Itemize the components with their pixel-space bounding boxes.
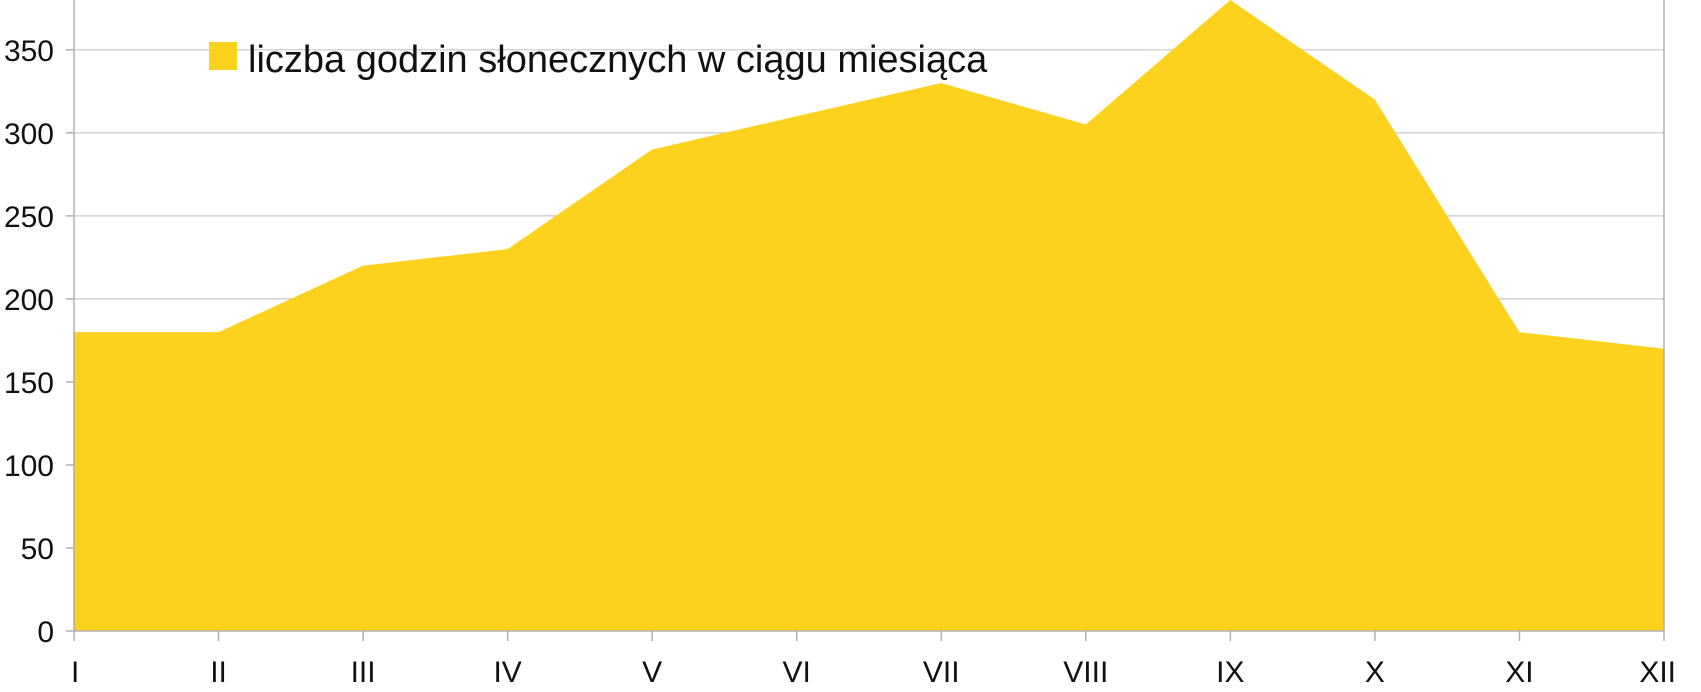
x-tick-label-I: I <box>71 656 79 689</box>
x-tick-label-IX: IX <box>1216 656 1244 689</box>
x-tick-label-IV: IV <box>493 656 521 689</box>
y-tick-label-350: 350 <box>4 35 54 68</box>
data-point-III <box>362 265 364 267</box>
y-tick-label-250: 250 <box>4 201 54 234</box>
y-tick-label-200: 200 <box>4 284 54 317</box>
x-tick-label-II: II <box>210 656 227 689</box>
y-tick-label-150: 150 <box>4 367 54 400</box>
x-tick-label-V: V <box>642 656 662 689</box>
legend-swatch <box>209 42 237 70</box>
data-point-VI <box>796 115 798 117</box>
axes <box>66 0 1665 641</box>
y-tick-label-50: 50 <box>21 533 54 566</box>
x-tick-label-X: X <box>1365 656 1385 689</box>
x-axis-tick-labels: I II III IV V VI VII VIII IX X XI XII <box>71 656 1676 689</box>
y-axis-tick-labels: 0 50 100 150 200 250 300 350 <box>4 35 54 649</box>
x-tick-label-III: III <box>351 656 376 689</box>
y-tick-label-100: 100 <box>4 450 54 483</box>
data-point-IV <box>507 248 509 250</box>
legend-label: liczba godzin słonecznych w ciągu miesią… <box>248 39 988 81</box>
data-point-X <box>1374 99 1376 101</box>
x-tick-label-XI: XI <box>1505 656 1533 689</box>
data-point-XI <box>1518 331 1520 333</box>
x-tick-label-VII: VII <box>923 656 960 689</box>
y-tick-label-300: 300 <box>4 118 54 151</box>
data-point-VII <box>940 82 942 84</box>
area-series-layer <box>73 0 1665 631</box>
legend: liczba godzin słonecznych w ciągu miesią… <box>209 39 988 81</box>
data-point-V <box>651 148 653 150</box>
area-series <box>74 0 1664 631</box>
x-tick-label-XII: XII <box>1639 656 1676 689</box>
x-tick-label-VI: VI <box>783 656 811 689</box>
data-point-IX <box>1229 0 1231 1</box>
y-tick-label-0: 0 <box>37 616 54 649</box>
data-point-VIII <box>1085 124 1087 126</box>
x-tick-label-VIII: VIII <box>1063 656 1108 689</box>
data-point-II <box>218 331 220 333</box>
